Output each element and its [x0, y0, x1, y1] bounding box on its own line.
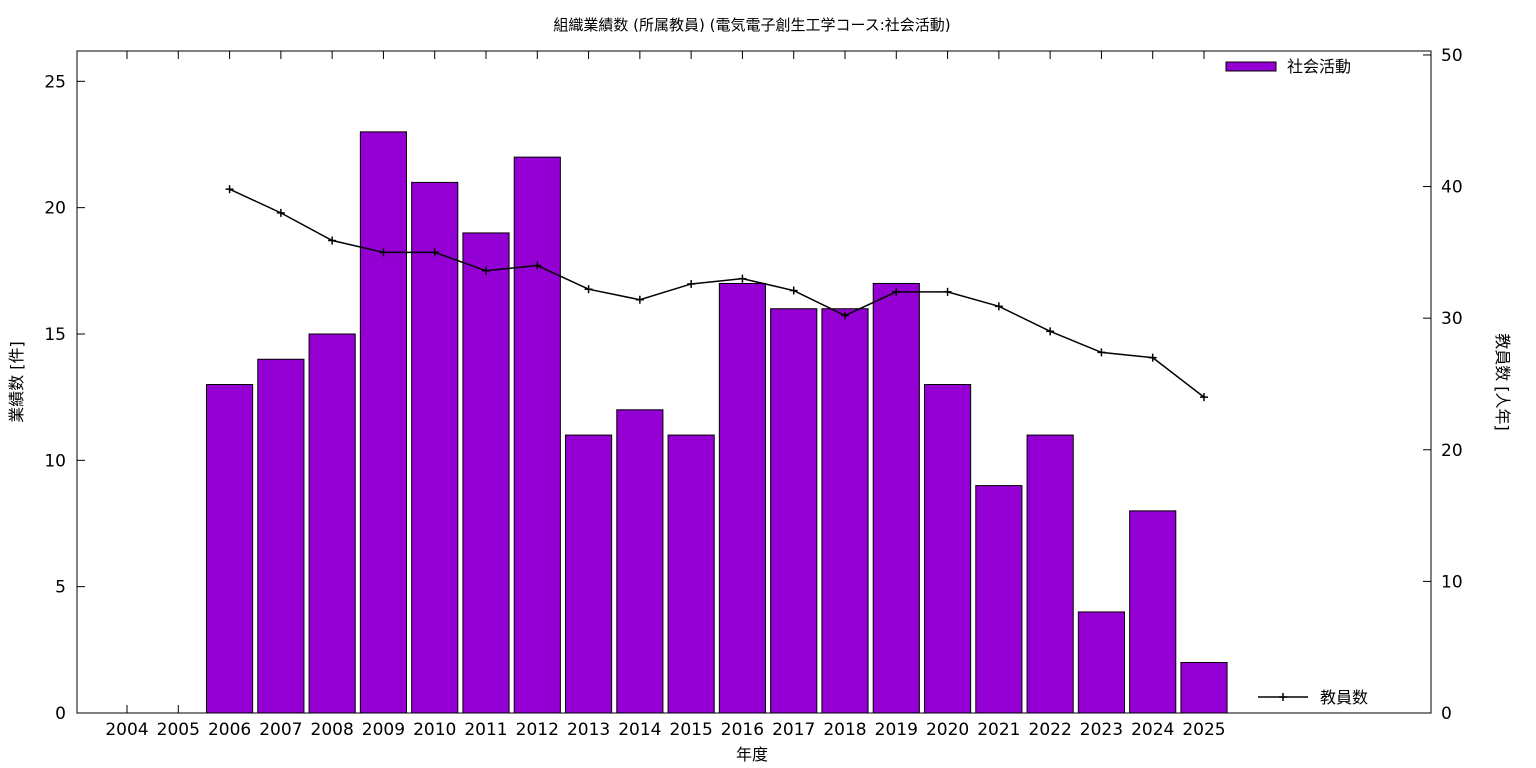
x-tick-label: 2025: [1182, 720, 1225, 740]
x-tick-label: 2019: [875, 720, 918, 740]
legend-bar-label: 社会活動: [1287, 57, 1351, 76]
bar: [513, 156, 561, 714]
x-tick-label: 2018: [823, 720, 866, 740]
x-tick-label: 2006: [208, 720, 251, 740]
y-axis-ticks: 0 5 10 15 20 25: [44, 72, 85, 724]
line-path: [229, 188, 1205, 398]
line-point: [687, 279, 696, 288]
line-point: [584, 285, 593, 294]
bar: [1026, 434, 1074, 714]
x-tick-label: 2020: [926, 720, 969, 740]
x-tick-label: 2014: [618, 720, 661, 740]
y2-axis-ticks: 0 10 20 30 40 50: [1423, 46, 1463, 724]
y-tick-label: 20: [44, 199, 66, 219]
line-point: [1097, 348, 1106, 357]
x-tick-label: 2023: [1080, 720, 1123, 740]
line-point: [738, 274, 747, 283]
x-tick-label: 2017: [772, 720, 815, 740]
y2-tick-label: 30: [1441, 309, 1463, 329]
line-point: [379, 248, 388, 257]
x-tick-label: 2010: [413, 720, 456, 740]
legend-line-label: 教員数: [1320, 688, 1368, 707]
x-tick-label: 2004: [105, 720, 148, 740]
x-tick-label: 2024: [1131, 720, 1174, 740]
bar: [975, 485, 1023, 714]
line-point: [841, 311, 849, 320]
bar: [667, 434, 715, 714]
x-tick-label: 2012: [516, 720, 559, 740]
bar: [616, 409, 664, 714]
line-point: [482, 266, 490, 275]
x-tick-label: 2005: [157, 720, 200, 740]
line-point: [635, 295, 644, 304]
bar: [872, 282, 920, 714]
line-point: [1200, 393, 1208, 402]
y2-tick-label: 20: [1441, 441, 1463, 461]
x-axis-ticks: 2004 2005 2006 2007 2008 2009 2010 2011 2012 2013…: [105, 51, 1226, 740]
y2-tick-label: 0: [1441, 704, 1452, 724]
bar: [308, 333, 356, 714]
y2-axis-label: 教員数 [人年]: [1493, 333, 1512, 431]
bar: [718, 282, 767, 714]
line-point: [1148, 353, 1157, 362]
x-tick-label: 2016: [721, 720, 764, 740]
y2-tick-label: 10: [1441, 572, 1463, 592]
x-tick-label: 2022: [1029, 720, 1072, 740]
bar: [205, 384, 254, 714]
bar: [1129, 510, 1177, 714]
line-point: [328, 236, 337, 245]
line-point: [892, 287, 901, 296]
line-point: [225, 185, 234, 194]
line-series: [225, 185, 1208, 402]
y-tick-label: 10: [44, 451, 66, 471]
line-point: [943, 287, 952, 296]
x-tick-label: 2011: [464, 720, 507, 740]
bar: [1077, 611, 1126, 714]
bar: [411, 181, 459, 714]
bar-series: [205, 131, 1228, 714]
legend-bar-swatch: [1225, 61, 1277, 72]
line-point: [533, 261, 542, 270]
y-axis-label: 業績数 [件]: [7, 341, 26, 423]
bar: [821, 308, 869, 714]
legend-line: 教員数: [1258, 688, 1368, 707]
y-tick-label: 0: [55, 704, 66, 724]
x-tick-label: 2013: [567, 720, 610, 740]
chart-title: 組織業績数 (所属教員) (電気電子創生工学コース:社会活動): [553, 16, 950, 34]
y-tick-label: 5: [55, 578, 66, 598]
x-tick-label: 2007: [259, 720, 302, 740]
line-point: [1046, 327, 1055, 336]
x-tick-label: 2021: [977, 720, 1020, 740]
x-tick-label: 2008: [311, 720, 354, 740]
line-point: [994, 302, 1003, 311]
y-tick-label: 15: [44, 325, 66, 345]
bar: [1180, 661, 1228, 714]
line-point: [789, 286, 798, 295]
y-tick-label: 25: [44, 72, 66, 92]
line-point: [430, 248, 439, 257]
bar: [770, 308, 818, 714]
bar: [462, 232, 510, 714]
x-axis-label: 年度: [736, 745, 768, 764]
bar: [359, 131, 408, 714]
line-point: [276, 208, 285, 217]
bar: [923, 384, 972, 714]
y2-tick-label: 40: [1441, 178, 1463, 198]
x-tick-label: 2009: [362, 720, 405, 740]
y2-tick-label: 50: [1441, 46, 1463, 66]
bar: [257, 358, 305, 714]
bar: [564, 434, 613, 714]
legend-bars: 社会活動: [1225, 57, 1351, 76]
x-tick-label: 2015: [670, 720, 713, 740]
